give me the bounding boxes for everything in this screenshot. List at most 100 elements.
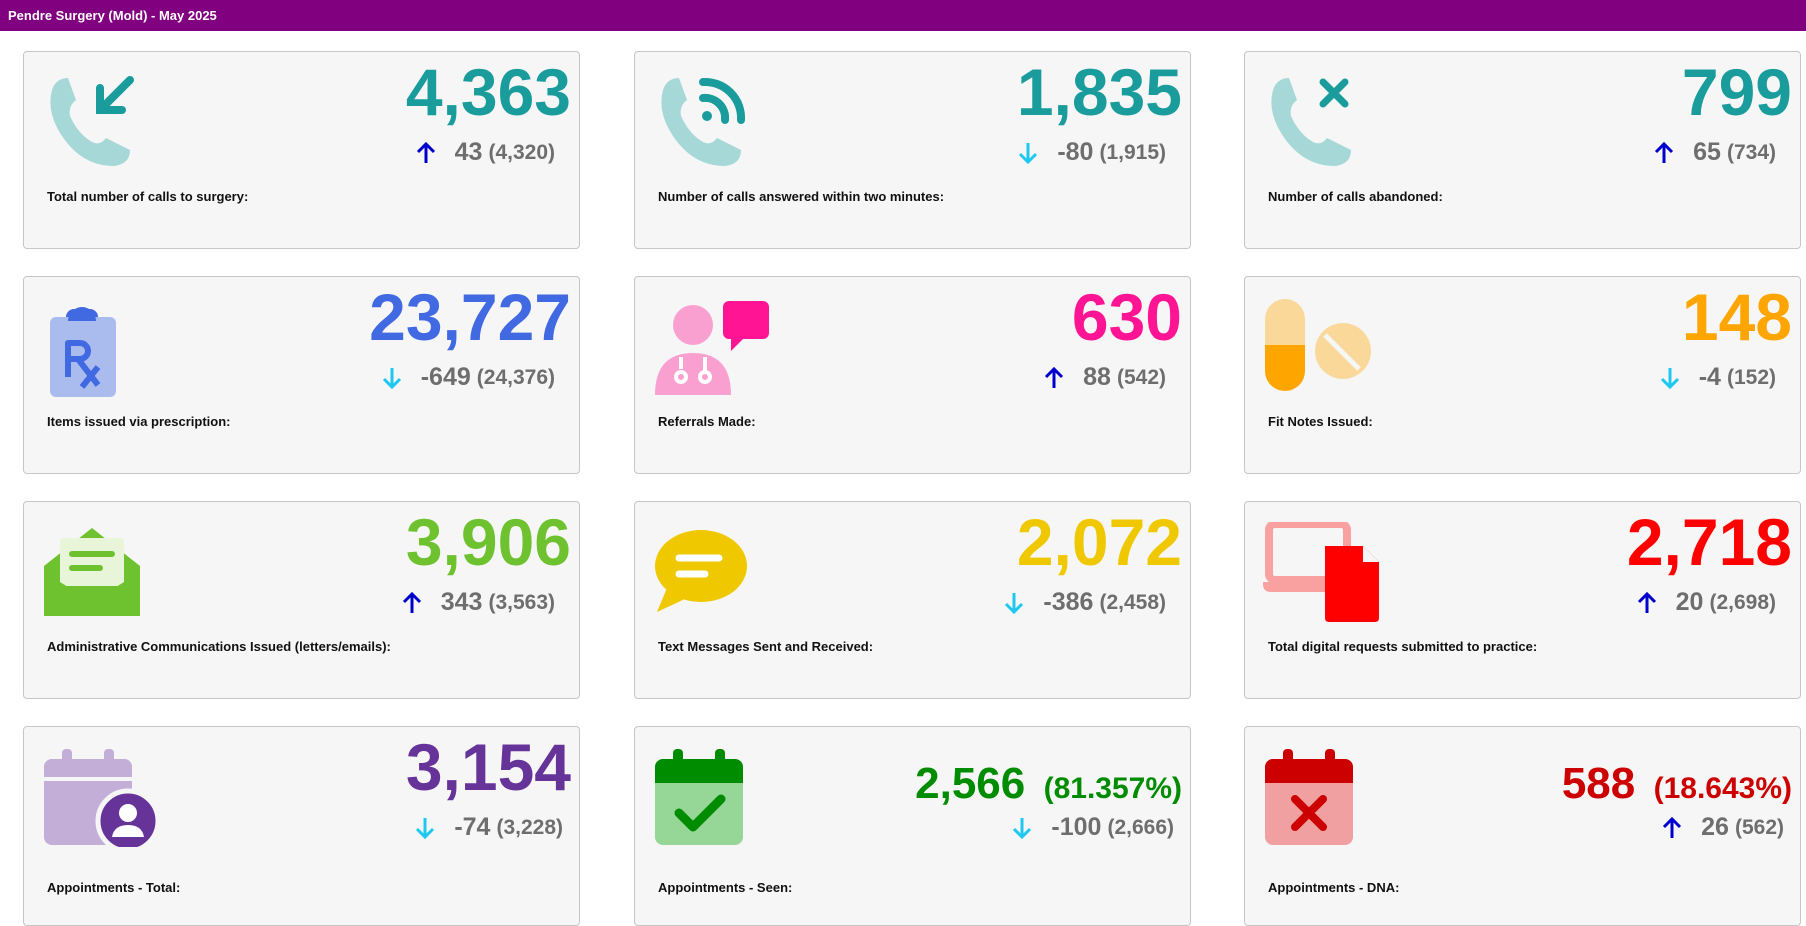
kpi-change: -80 (1,915) [1017, 138, 1166, 167]
arrow-up-icon [416, 141, 435, 163]
kpi-number: 630 [1071, 280, 1182, 354]
kpi-card-text-messages: 2,072 -386 (2,458) Text Messages Sent an… [634, 501, 1191, 699]
kpi-card-appointments-total: 3,154 -74 (3,228) Appointments - Total: [23, 726, 580, 926]
envelope-open-icon [44, 528, 140, 616]
kpi-card-total-calls: 4,363 43 (4,320) Total number of calls t… [23, 51, 580, 249]
kpi-card-appointments-seen: 2,566 (81.357%) -100 (2,666) Appointment… [634, 726, 1191, 926]
kpi-label: Items issued via prescription: [47, 414, 231, 429]
kpi-card-admin-communications: 3,906 343 (3,563) Administrative Communi… [23, 501, 580, 699]
kpi-card-prescription-items: 23,727 -649 (24,376) Items issued via pr… [23, 276, 580, 474]
kpi-value: 2,566 (81.357%) [915, 737, 1182, 827]
kpi-card-calls-abandoned: 799 65 (734) Number of calls abandoned: [1244, 51, 1801, 249]
kpi-value: 630 [1072, 279, 1182, 355]
kpi-number: 3,154 [405, 730, 571, 804]
kpi-value: 3,906 [406, 504, 571, 580]
arrow-down-icon [1660, 367, 1679, 389]
kpi-previous: (2,698) [1709, 590, 1776, 614]
kpi-label: Number of calls answered within two minu… [658, 189, 945, 204]
arrow-down-icon [382, 367, 401, 389]
kpi-delta: 65 [1693, 138, 1721, 166]
kpi-label: Total number of calls to surgery: [47, 189, 249, 204]
kpi-label: Appointments - Total: [47, 880, 181, 895]
kpi-previous: (3,228) [496, 815, 563, 839]
kpi-delta: 88 [1083, 363, 1111, 391]
arrow-up-icon [402, 591, 421, 613]
kpi-delta: 26 [1701, 813, 1729, 841]
calendar-user-icon [44, 749, 161, 847]
kpi-delta: 43 [454, 138, 483, 166]
kpi-card-fit-notes: 148 -4 (152) Fit Notes Issued: [1244, 276, 1801, 474]
kpi-previous: (542) [1116, 365, 1166, 389]
kpi-label: Fit Notes Issued: [1268, 414, 1373, 429]
arrow-down-icon [1019, 142, 1038, 164]
kpi-number: 2,566 [915, 759, 1026, 808]
kpi-change: 20 (2,698) [1636, 588, 1776, 617]
calendar-x-icon [1265, 749, 1353, 845]
kpi-value: 1,835 [1017, 54, 1182, 130]
kpi-card-appointments-dna: 588 (18.643%) 26 (562) Appointments - DN… [1244, 726, 1801, 926]
pills-icon [1265, 299, 1371, 391]
kpi-number: 3,906 [405, 505, 571, 579]
arrow-up-icon [1663, 816, 1682, 838]
arrow-up-icon [1045, 366, 1064, 388]
kpi-delta: -80 [1057, 138, 1094, 166]
kpi-value: 2,072 [1017, 504, 1182, 580]
kpi-delta: -386 [1043, 588, 1094, 616]
kpi-label: Text Messages Sent and Received: [658, 639, 874, 654]
arrow-down-icon [416, 817, 435, 839]
kpi-number: 148 [1681, 280, 1792, 354]
doctor-chat-icon [655, 301, 769, 395]
kpi-change: -649 (24,376) [381, 363, 555, 392]
kpi-previous: (2,666) [1107, 815, 1174, 839]
kpi-change: 65 (734) [1653, 138, 1776, 167]
kpi-change: 343 (3,563) [401, 588, 555, 617]
kpi-value: 3,154 [406, 729, 571, 805]
kpi-delta: -649 [420, 363, 471, 391]
kpi-label: Appointments - Seen: [658, 880, 793, 895]
calendar-check-icon [655, 749, 743, 845]
message-icon [655, 530, 747, 612]
kpi-value: 23,727 [369, 279, 571, 355]
kpi-delta: -100 [1051, 813, 1102, 841]
kpi-previous: (24,376) [476, 365, 555, 389]
kpi-card-digital-requests: 2,718 20 (2,698) Total digital requests … [1244, 501, 1801, 699]
kpi-change: -100 (2,666) [1011, 813, 1174, 842]
kpi-label: Referrals Made: [658, 414, 756, 429]
kpi-label: Administrative Communications Issued (le… [47, 639, 391, 654]
kpi-value: 148 [1682, 279, 1792, 355]
arrow-down-icon [1013, 817, 1032, 839]
kpi-previous: (1,915) [1099, 140, 1166, 164]
kpi-delta: -74 [454, 813, 491, 841]
kpi-delta: -4 [1698, 363, 1721, 391]
kpi-delta: 343 [440, 588, 483, 616]
arrow-up-icon [1637, 591, 1656, 613]
devices-icon [1263, 522, 1379, 622]
kpi-percent: (81.357%) [1043, 772, 1182, 805]
kpi-previous: (4,320) [488, 140, 555, 164]
phone-incoming-icon [50, 76, 134, 166]
kpi-change: -74 (3,228) [414, 813, 563, 842]
kpi-change: 26 (562) [1661, 813, 1784, 842]
kpi-number: 4,363 [405, 55, 571, 129]
kpi-value: 588 (18.643%) [1562, 737, 1792, 827]
kpi-previous: (2,458) [1099, 590, 1166, 614]
kpi-previous: (562) [1734, 815, 1784, 839]
kpi-number: 799 [1681, 55, 1792, 129]
kpi-previous: (734) [1726, 140, 1776, 164]
kpi-value: 799 [1682, 54, 1792, 130]
kpi-change: 88 (542) [1043, 363, 1166, 392]
page-title: Pendre Surgery (Mold) - May 2025 [8, 8, 217, 23]
kpi-change: -4 (152) [1659, 363, 1776, 392]
kpi-card-calls-answered: 1,835 -80 (1,915) Number of calls answer… [634, 51, 1191, 249]
kpi-change: -386 (2,458) [1003, 588, 1166, 617]
header-bar: Pendre Surgery (Mold) - May 2025 [0, 0, 1806, 31]
kpi-label: Appointments - DNA: [1268, 880, 1400, 895]
kpi-previous: (3,563) [488, 590, 555, 614]
kpi-number: 588 [1561, 759, 1636, 808]
arrow-up-icon [1655, 141, 1674, 163]
kpi-number: 1,835 [1016, 55, 1182, 129]
kpi-card-referrals: 630 88 (542) Referrals Made: [634, 276, 1191, 474]
arrow-down-icon [1005, 592, 1024, 614]
kpi-change: 43 (4,320) [415, 138, 555, 167]
kpi-previous: (152) [1726, 365, 1776, 389]
